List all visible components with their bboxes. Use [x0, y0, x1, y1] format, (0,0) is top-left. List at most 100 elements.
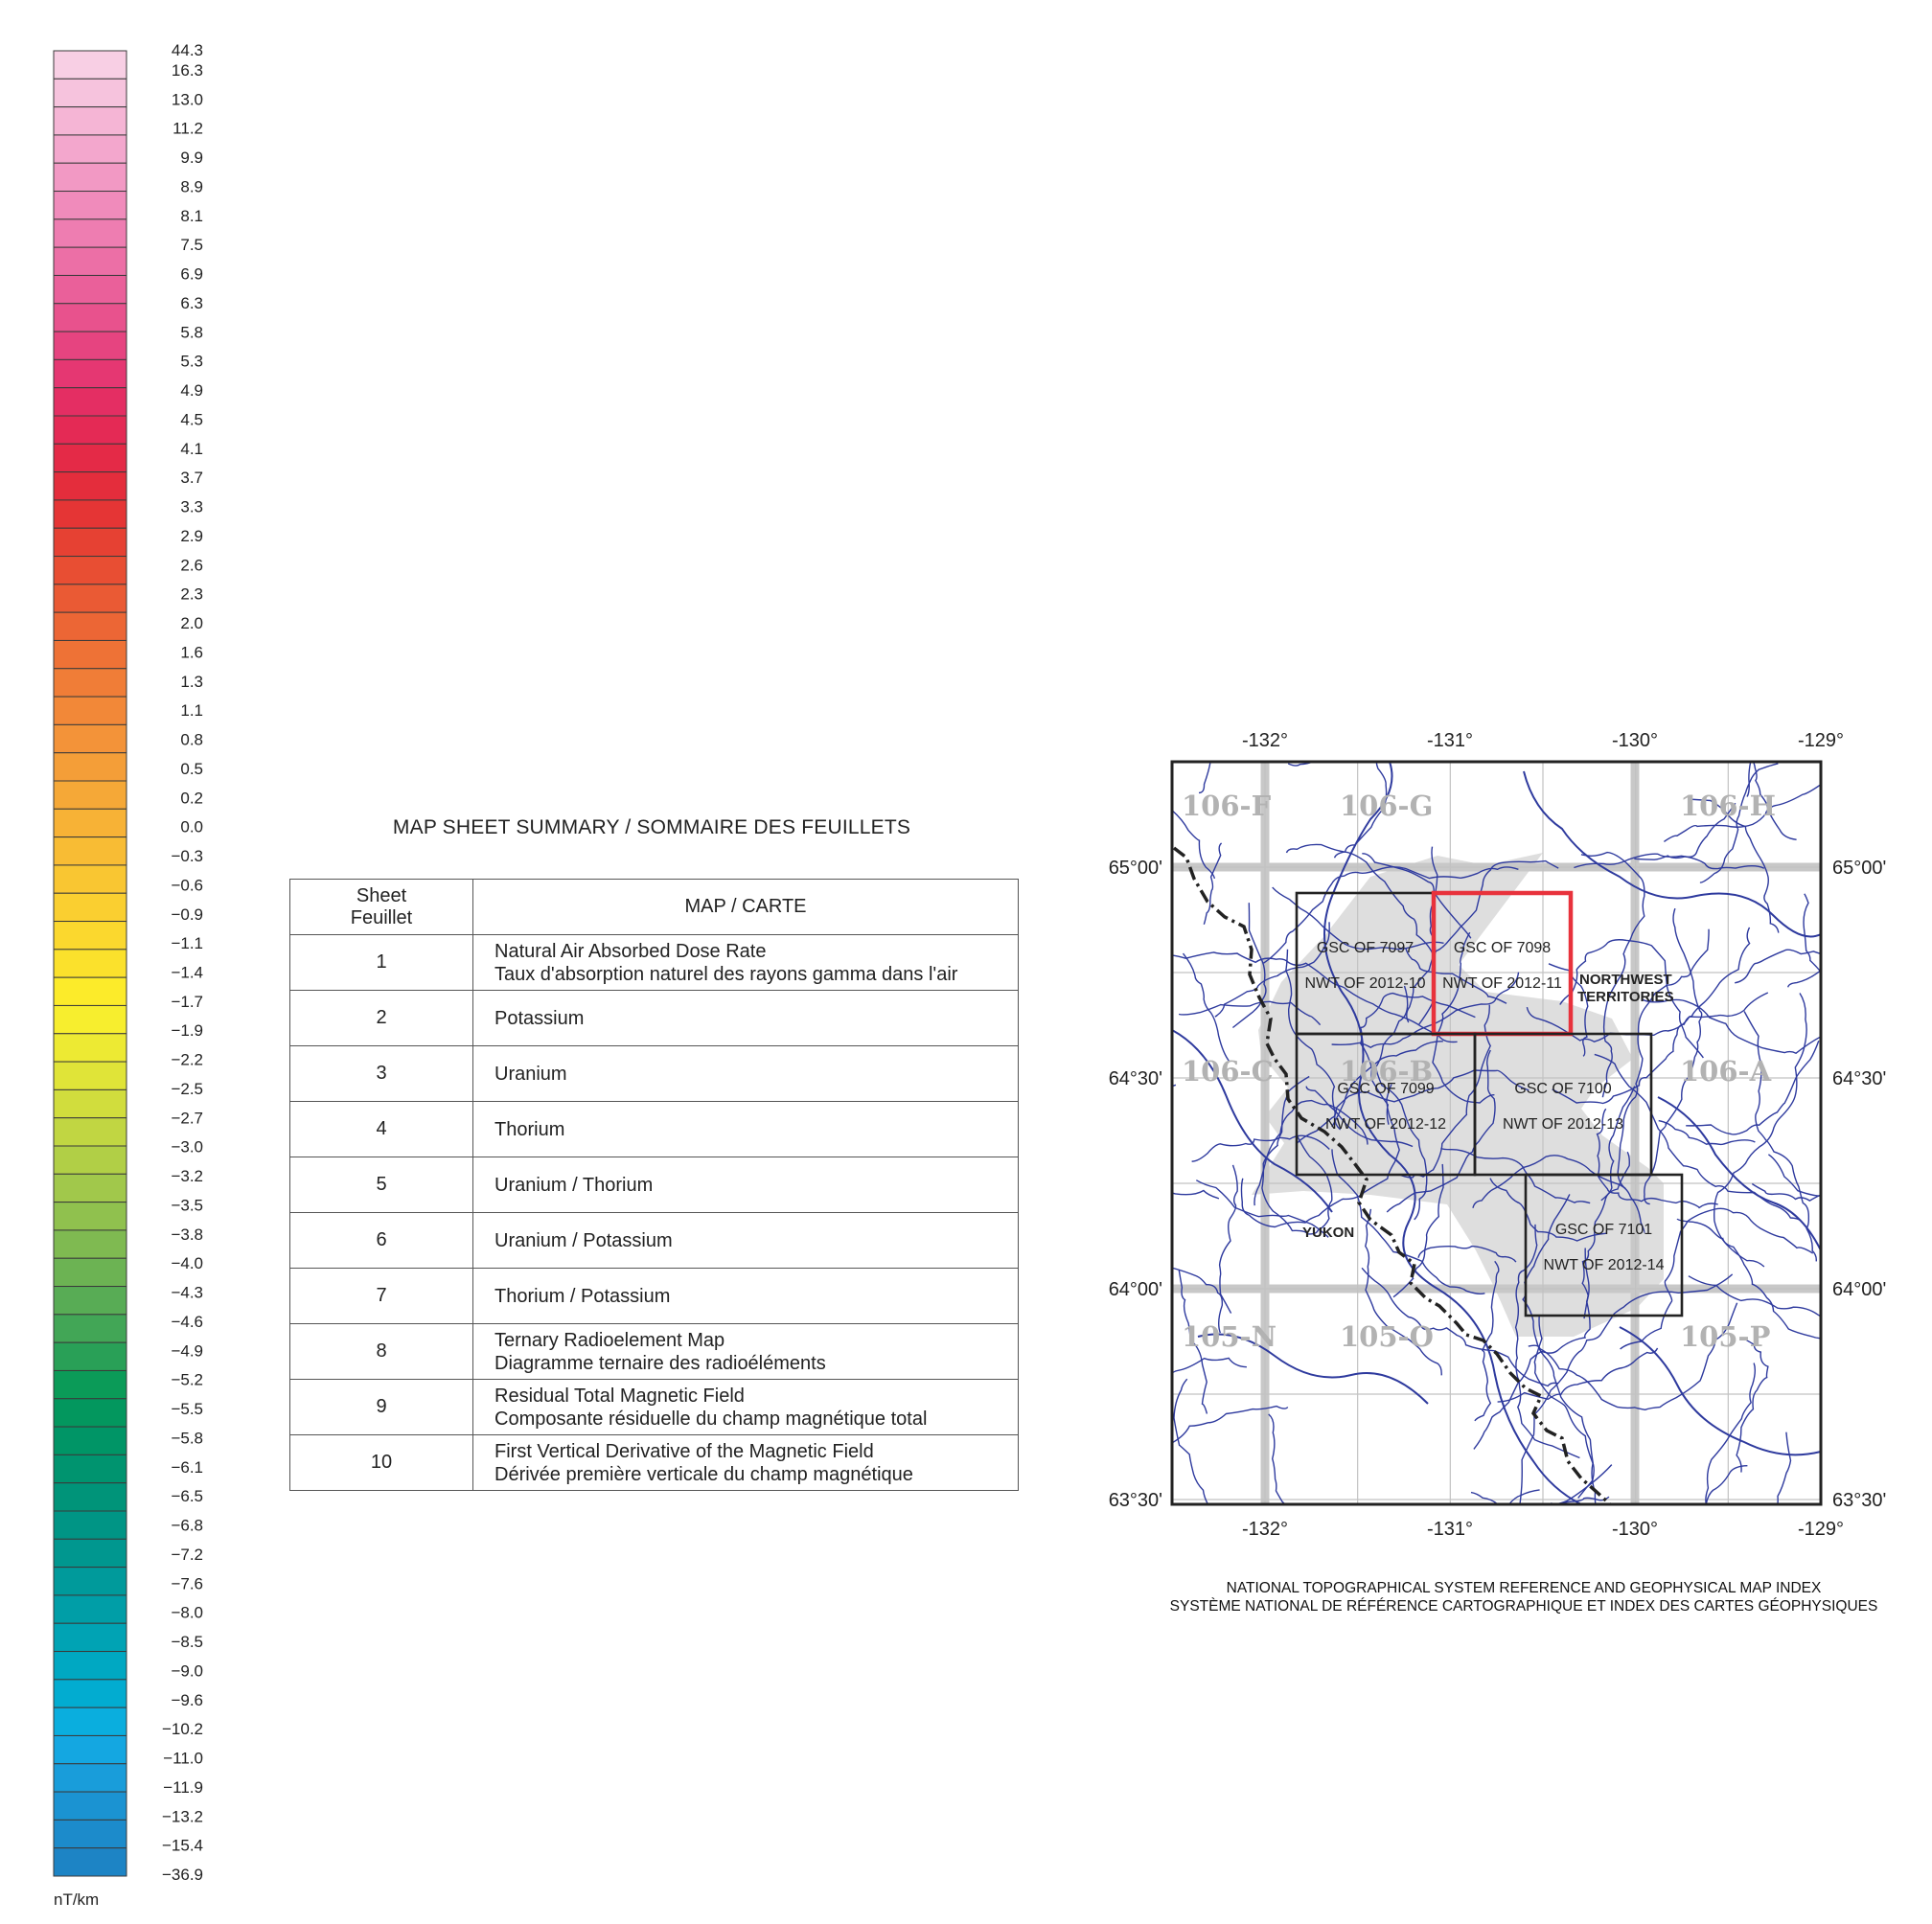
river [1172, 809, 1215, 880]
river [1440, 1147, 1591, 1204]
river [1172, 1267, 1224, 1334]
color-swatch [53, 106, 127, 136]
river [1528, 1302, 1738, 1411]
color-scale-tick-label: 0.5 [180, 760, 203, 778]
river [1218, 1164, 1238, 1314]
color-swatch [53, 808, 127, 838]
color-swatch [53, 752, 127, 782]
survey-area [1252, 853, 1664, 1337]
color-swatch [53, 723, 127, 754]
river [1272, 886, 1444, 951]
river [1743, 1011, 1817, 1262]
nts-tile-labels: 106-F 106-G 106-H 106-C 106-B 106-A 105-N 105-O… [1182, 790, 1776, 1353]
header-sheet-en: Sheet [356, 884, 407, 906]
color-swatch [53, 639, 127, 670]
color-scale-tick-label: −11.9 [163, 1778, 203, 1797]
color-scale-tick-label: −3.2 [171, 1167, 203, 1185]
river [1191, 1134, 1330, 1162]
color-scale-tick-label: −1.7 [171, 993, 203, 1011]
table-row: 1 Natural Air Absorbed Dose Rate Taux d'ab… [289, 934, 1019, 991]
color-scale-tick-label: 6.3 [180, 294, 203, 312]
river [1489, 1178, 1607, 1242]
latitude-label-left: 63°30' [1109, 1490, 1162, 1511]
river [1803, 893, 1821, 973]
color-swatch [53, 1004, 127, 1035]
river [1746, 762, 1752, 797]
river [1261, 1075, 1333, 1235]
latitude-label-right: 65°00' [1832, 858, 1886, 879]
color-swatch [53, 387, 127, 417]
color-swatch [53, 1622, 127, 1653]
nts-tile-label: 106-C [1182, 1055, 1274, 1088]
color-scale-tick-label: −13.2 [162, 1807, 203, 1825]
main-river [1172, 1029, 1333, 1213]
sheet-nwt-label: NWT OF 2012-14 [1544, 1257, 1665, 1273]
river [1214, 922, 1330, 1018]
sheet-outline [1524, 1173, 1684, 1317]
color-scale-tick-label: −10.2 [162, 1720, 203, 1738]
color-scale-tick-label: 44.3 [172, 41, 203, 59]
color-scale-tick-label: 4.1 [180, 440, 203, 458]
color-swatch [53, 78, 127, 108]
color-swatch [53, 1847, 127, 1877]
nts-tile-label: 105-N [1182, 1320, 1276, 1353]
river [1361, 1267, 1559, 1387]
sheet-number: 1 [289, 934, 473, 991]
river [1331, 972, 1520, 1049]
river [1195, 1180, 1329, 1238]
region-label-nwt-1: NORTHWEST [1579, 972, 1672, 988]
color-swatch [53, 1286, 127, 1316]
color-swatch [53, 836, 127, 866]
color-swatch [53, 274, 127, 305]
color-swatch [53, 1398, 127, 1428]
river [1777, 1432, 1792, 1504]
yukon-nwt-border [1172, 846, 1612, 1504]
color-scale-tick-label: −36.9 [162, 1866, 203, 1884]
color-swatch [53, 1734, 127, 1765]
nts-tile-label: 106-A [1680, 1055, 1772, 1088]
color-swatch [53, 1454, 127, 1484]
river [1663, 783, 1821, 842]
color-scale-tick-label: −3.8 [171, 1225, 203, 1244]
color-scale-tick-label: −4.6 [171, 1313, 203, 1331]
sheet-nwt-label: NWT OF 2012-12 [1325, 1116, 1446, 1133]
color-swatch [53, 1651, 127, 1681]
river [1172, 1357, 1247, 1374]
river [1580, 851, 1645, 1098]
color-swatch [53, 1061, 127, 1090]
color-scale-unit: nT/km [54, 1890, 99, 1909]
map-title-fr: Taux d'absorption naturel des rayons gam… [494, 963, 958, 985]
color-swatch [53, 499, 127, 529]
color-scale-tick-label: −9.0 [171, 1661, 203, 1680]
color-scale-tick-label: −8.0 [171, 1604, 203, 1622]
color-scale-tick-label: 5.8 [180, 323, 203, 341]
color-scale-tick-label: −7.2 [171, 1546, 203, 1564]
color-swatch [53, 1426, 127, 1455]
sheet-gsc-label: GSC OF 7097 [1317, 940, 1414, 956]
river [1473, 1248, 1591, 1450]
region-label-nwt-2: TERRITORIES [1577, 989, 1674, 1005]
color-swatch [53, 1033, 127, 1063]
sheet-nwt-label: NWT OF 2012-13 [1503, 1116, 1623, 1133]
river [1172, 1405, 1289, 1445]
nts-tile-label: 106-G [1340, 790, 1433, 822]
river [1470, 1465, 1748, 1504]
river [1658, 1119, 1756, 1146]
color-scale-tick-label: −5.5 [171, 1400, 203, 1418]
color-scale-tick-label: 6.9 [180, 265, 203, 284]
river [1285, 949, 1342, 1131]
color-scale-tick-label: 11.2 [172, 120, 203, 138]
color-scale-tick-label: 2.9 [180, 527, 203, 545]
river [1172, 1189, 1220, 1200]
color-swatch [53, 1763, 127, 1793]
river [1365, 1208, 1442, 1376]
river [1285, 843, 1435, 957]
color-scale-tick-label: −15.4 [162, 1837, 203, 1855]
river [1392, 1163, 1444, 1298]
color-swatch [53, 1314, 127, 1343]
color-swatch [53, 1706, 127, 1736]
river [1254, 1099, 1368, 1206]
table-header-row: Sheet Feuillet MAP / CARTE [289, 879, 1019, 935]
color-scale-tick-label: 2.0 [180, 614, 203, 632]
table-row: 7 Thorium / Potassium [289, 1268, 1019, 1324]
